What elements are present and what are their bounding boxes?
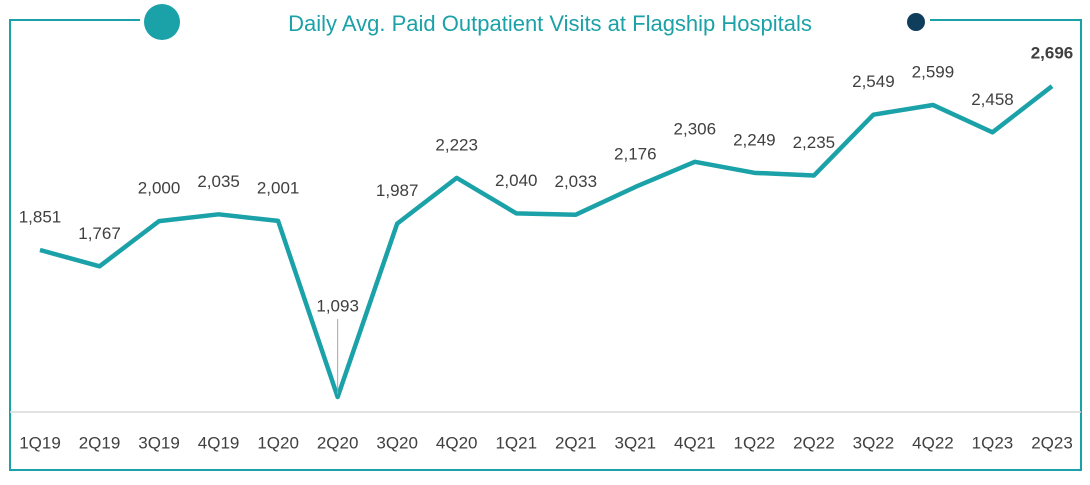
x-tick-label: 1Q23 [972,433,1014,452]
x-tick-label: 2Q20 [317,433,359,452]
line [39,84,1054,400]
data-label: 2,176 [614,144,657,163]
x-tick-label: 3Q20 [376,433,418,452]
data-label: 2,040 [495,171,538,190]
x-tick-label: 3Q22 [853,433,895,452]
data-label: 1,987 [376,181,419,200]
x-tick-label: 3Q19 [138,433,180,452]
title-ornament [907,13,925,31]
x-tick-label: 1Q21 [495,433,537,452]
x-tick-label: 2Q22 [793,433,835,452]
data-label: 2,001 [257,178,300,197]
data-label: 2,000 [138,179,181,198]
title-ornament [144,4,180,40]
data-label: 1,851 [19,207,62,226]
data-label: 2,223 [435,135,478,154]
x-tick-label: 3Q21 [614,433,656,452]
x-tick-label: 2Q23 [1031,433,1073,452]
data-label: 2,033 [554,172,597,191]
data-label: 2,249 [733,130,776,149]
x-tick-label: 2Q19 [79,433,121,452]
x-tick-label: 1Q22 [734,433,776,452]
frame [9,19,1082,471]
chart-title: Daily Avg. Paid Outpatient Visits at Fla… [288,11,812,36]
data-label: 2,306 [674,119,717,138]
data-label: 1,767 [78,224,121,243]
data-label: 2,696 [1031,44,1074,63]
x-tick-label: 4Q20 [436,433,478,452]
data-label: 2,599 [912,62,955,81]
x-tick-label: 4Q19 [198,433,240,452]
data-label: 1,093 [316,296,359,315]
x-tick-label: 1Q20 [257,433,299,452]
data-label: 2,458 [971,90,1014,109]
x-tick-label: 2Q21 [555,433,597,452]
data-label: 2,235 [793,133,836,152]
x-tick-label: 1Q19 [19,433,61,452]
data-label: 2,549 [852,72,895,91]
x-tick-label: 4Q21 [674,433,716,452]
x-tick-label: 4Q22 [912,433,954,452]
data-label: 2,035 [197,172,240,191]
